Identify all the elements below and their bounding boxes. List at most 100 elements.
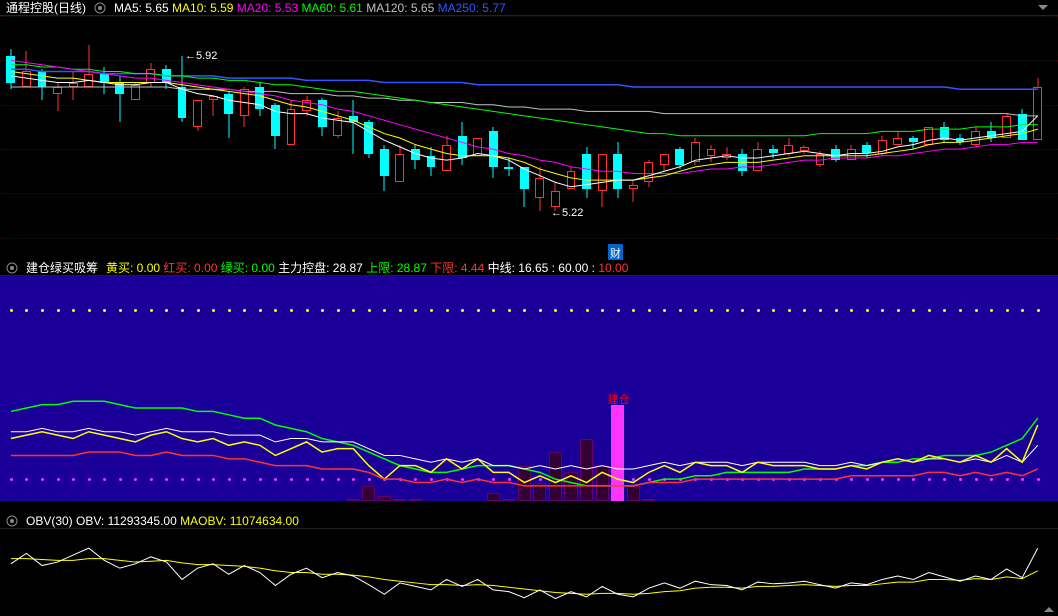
candle[interactable] — [892, 131, 903, 144]
obv-chart[interactable] — [0, 529, 1058, 616]
candle[interactable] — [612, 142, 623, 197]
indicator-bar — [518, 466, 531, 501]
candle[interactable] — [737, 149, 748, 176]
candle[interactable] — [690, 138, 701, 165]
candle[interactable] — [721, 147, 732, 160]
candle[interactable] — [970, 127, 981, 147]
candle[interactable] — [597, 154, 608, 207]
visibility-toggle-icon[interactable] — [94, 2, 106, 14]
candle[interactable] — [503, 158, 514, 176]
candle[interactable] — [955, 134, 966, 145]
candle[interactable] — [923, 127, 934, 145]
candle[interactable] — [161, 65, 172, 89]
candle[interactable] — [208, 96, 219, 116]
buildup-label: 建仓 — [608, 391, 630, 407]
indicator-bar — [362, 486, 375, 501]
candle[interactable] — [752, 142, 763, 171]
candle[interactable] — [270, 103, 281, 150]
candle[interactable] — [908, 136, 919, 149]
candle[interactable] — [301, 96, 312, 116]
candle[interactable] — [986, 122, 997, 142]
candle[interactable] — [1032, 78, 1043, 140]
candle[interactable] — [706, 145, 717, 163]
candle[interactable] — [99, 67, 110, 94]
candle[interactable] — [659, 154, 670, 172]
indicator-bar — [347, 499, 360, 501]
indicator-bar — [549, 452, 562, 501]
indicator-chart[interactable]: 建仓 — [0, 276, 1058, 513]
candle[interactable] — [145, 63, 156, 87]
indicator-bar — [487, 493, 500, 501]
candle[interactable] — [5, 49, 16, 89]
candle[interactable] — [223, 91, 234, 138]
panel2-header: 建仓绿买吸筹 黄买: 0.00 红买: 0.00 绿买: 0.00 主力控盘: … — [0, 260, 1058, 276]
panel3-header: OBV(30) OBV: 11293345.00 MAOBV: 11074634… — [0, 513, 1058, 529]
low-price-annot: ←5.22 — [551, 207, 583, 219]
candle[interactable] — [177, 56, 188, 123]
candle[interactable] — [783, 138, 794, 156]
candle[interactable] — [939, 122, 950, 142]
candle[interactable] — [254, 83, 265, 116]
candle[interactable] — [877, 136, 888, 156]
candle[interactable] — [488, 127, 499, 178]
candle[interactable] — [815, 151, 826, 167]
candle[interactable] — [628, 180, 639, 202]
obv-legend: OBV(30) OBV: 11293345.00 MAOBV: 11074634… — [26, 514, 299, 528]
candle[interactable] — [643, 160, 654, 187]
candle[interactable] — [768, 145, 779, 158]
candle[interactable] — [114, 76, 125, 123]
candle[interactable] — [286, 100, 297, 144]
candle[interactable] — [674, 147, 685, 169]
candle[interactable] — [379, 145, 390, 192]
indicator-bar — [564, 472, 577, 501]
candle[interactable] — [52, 83, 63, 112]
candle[interactable] — [472, 138, 483, 156]
candlestick-chart[interactable]: ←5.92←5.22财 — [0, 16, 1058, 260]
panel1-header: 通程控股(日线) MA5: 5.65 MA10: 5.59 MA20: 5.53… — [0, 0, 1058, 16]
candlestick-panel[interactable]: 通程控股(日线) MA5: 5.65 MA10: 5.59 MA20: 5.53… — [0, 0, 1058, 260]
candle[interactable] — [83, 45, 94, 87]
candle[interactable] — [457, 122, 468, 164]
candle[interactable] — [363, 120, 374, 158]
candle[interactable] — [799, 145, 810, 154]
candle[interactable] — [846, 145, 857, 161]
candle[interactable] — [410, 145, 421, 169]
candle[interactable] — [239, 87, 250, 127]
indicator-panel[interactable]: 建仓绿买吸筹 黄买: 0.00 红买: 0.00 绿买: 0.00 主力控盘: … — [0, 260, 1058, 513]
candle[interactable] — [519, 167, 530, 207]
obv-panel[interactable]: OBV(30) OBV: 11293345.00 MAOBV: 11074634… — [0, 513, 1058, 616]
candle[interactable] — [1017, 109, 1028, 140]
candle[interactable] — [68, 71, 79, 100]
candle[interactable] — [534, 167, 545, 211]
candle[interactable] — [348, 100, 359, 153]
indicator-legend: 黄买: 0.00 红买: 0.00 绿买: 0.00 主力控盘: 28.87 上… — [106, 259, 628, 276]
candle[interactable] — [566, 167, 577, 189]
stock-title: 通程控股(日线) — [6, 0, 86, 16]
candle[interactable] — [394, 145, 405, 183]
ma-legend: MA5: 5.65 MA10: 5.59 MA20: 5.53 MA60: 5.… — [114, 1, 506, 15]
candle[interactable] — [830, 145, 841, 163]
indicator-bar — [642, 499, 655, 501]
chevron-up-icon[interactable] — [1044, 607, 1054, 612]
candle[interactable] — [332, 111, 343, 138]
visibility-toggle-icon[interactable] — [6, 262, 18, 274]
visibility-toggle-icon[interactable] — [6, 515, 18, 527]
candle[interactable] — [130, 83, 141, 101]
candle[interactable] — [861, 142, 872, 158]
candle[interactable] — [317, 98, 328, 136]
indicator-bar — [409, 499, 422, 501]
candle[interactable] — [1001, 114, 1012, 138]
candle[interactable] — [426, 147, 437, 176]
buildup-bar — [611, 405, 624, 501]
candle[interactable] — [37, 69, 48, 100]
indicator-bar — [596, 466, 609, 501]
candle[interactable] — [581, 147, 592, 198]
indicator-bar — [533, 483, 546, 501]
candle[interactable] — [192, 100, 203, 131]
chevron-down-icon[interactable] — [1038, 5, 1048, 10]
indicator-bar — [393, 499, 406, 501]
candle[interactable] — [21, 51, 32, 86]
candle[interactable] — [441, 136, 452, 171]
indicator-bar — [627, 486, 640, 501]
indicator-bar — [580, 439, 593, 501]
